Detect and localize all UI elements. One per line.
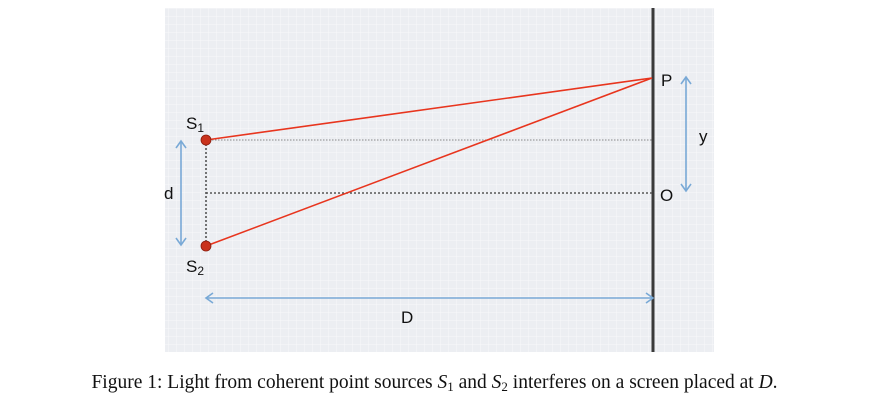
source-s1-dot <box>200 134 212 146</box>
d-double-arrow <box>175 139 187 247</box>
figure-caption: Figure 1: Light from coherent point sour… <box>91 372 778 394</box>
y-double-arrow <box>680 75 692 193</box>
label-s2: S2 <box>186 257 204 278</box>
figure: S1 S2 P O y d D <box>164 8 714 352</box>
caption-s2-variable: S <box>491 372 502 393</box>
ray-s2-to-p <box>205 77 653 247</box>
caption-d-variable: D <box>758 372 773 393</box>
label-d: d <box>164 184 173 203</box>
label-big-d: D <box>401 308 413 327</box>
label-o: O <box>660 186 673 205</box>
label-s1: S1 <box>186 114 204 135</box>
ray-s1-to-p <box>205 77 653 141</box>
label-y: y <box>699 127 708 146</box>
caption-s1-variable: S <box>437 372 448 393</box>
label-p: P <box>661 71 672 90</box>
double-slit-diagram: S1 S2 P O y d D <box>164 8 714 352</box>
diagram-grid <box>165 8 714 352</box>
source-s2-dot <box>200 240 212 252</box>
big-d-double-arrow <box>204 292 655 304</box>
